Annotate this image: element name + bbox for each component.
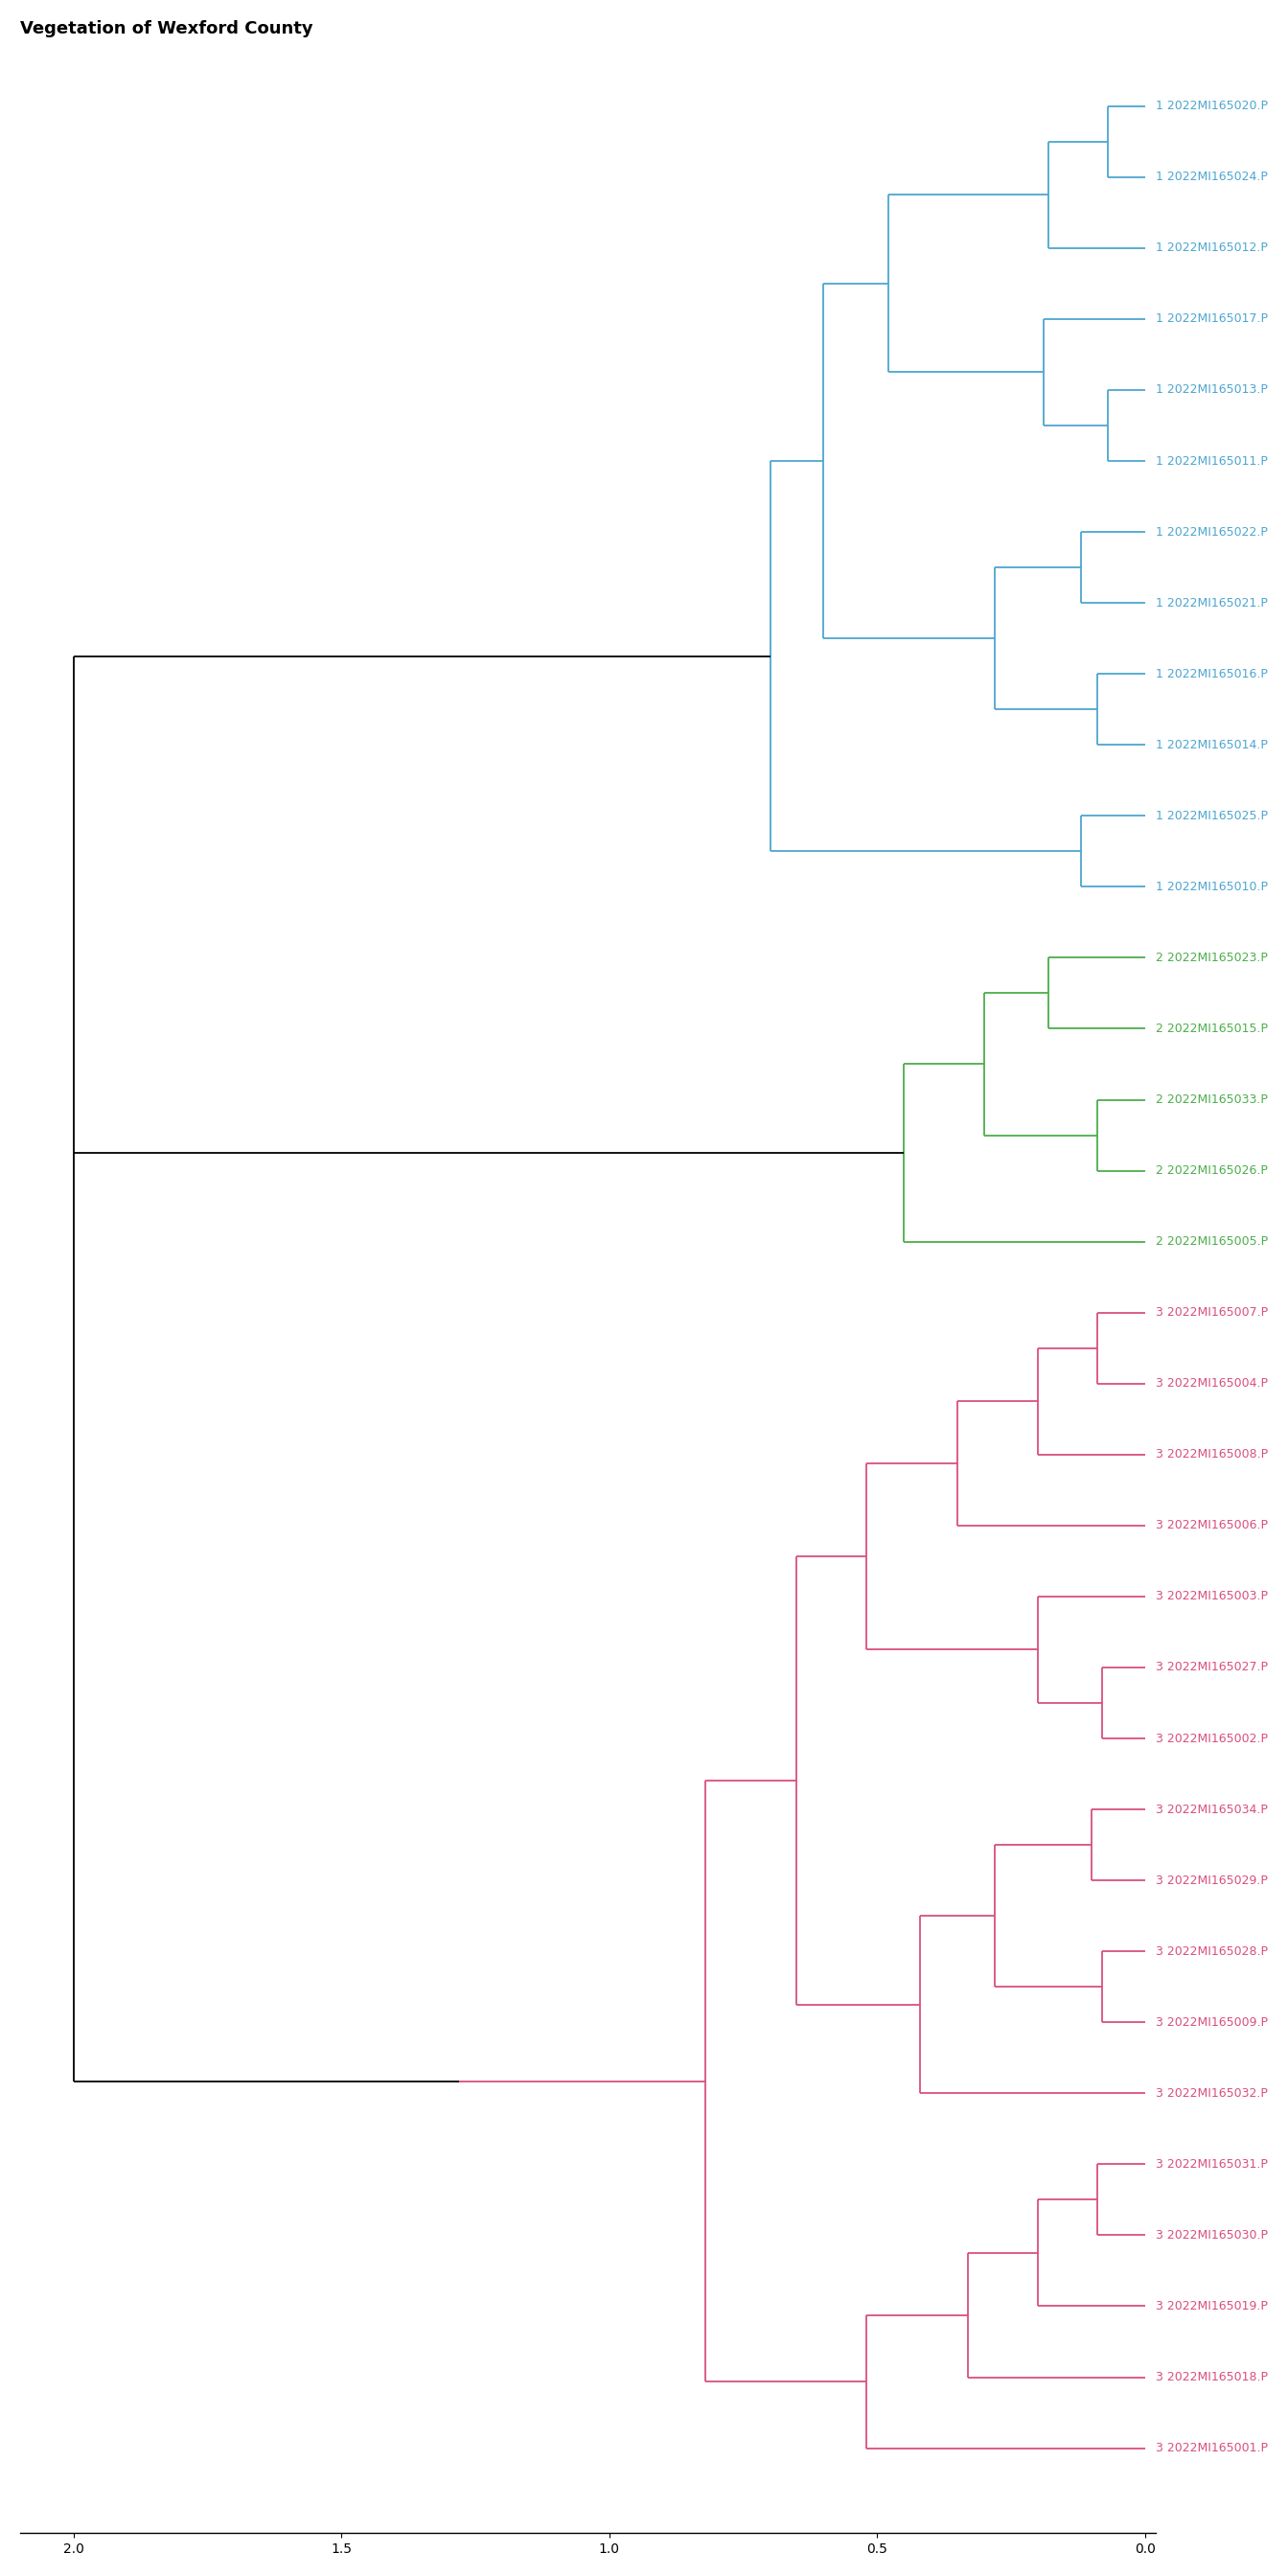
- Text: 3 2022MI165019.P: 3 2022MI165019.P: [1155, 2300, 1267, 2313]
- Text: 1 2022MI165012.P: 1 2022MI165012.P: [1155, 242, 1267, 255]
- Text: 3 2022MI165032.P: 3 2022MI165032.P: [1155, 2087, 1267, 2099]
- Text: 3 2022MI165002.P: 3 2022MI165002.P: [1155, 1731, 1267, 1744]
- Text: 1 2022MI165011.P: 1 2022MI165011.P: [1155, 456, 1267, 466]
- Text: 2 2022MI165005.P: 2 2022MI165005.P: [1155, 1236, 1267, 1247]
- Text: 3 2022MI165009.P: 3 2022MI165009.P: [1155, 2017, 1267, 2027]
- Text: 3 2022MI165018.P: 3 2022MI165018.P: [1155, 2370, 1267, 2383]
- Text: 1 2022MI165020.P: 1 2022MI165020.P: [1155, 100, 1267, 113]
- Text: 3 2022MI165008.P: 3 2022MI165008.P: [1155, 1448, 1267, 1461]
- Text: 3 2022MI165034.P: 3 2022MI165034.P: [1155, 1803, 1267, 1816]
- Text: 3 2022MI165006.P: 3 2022MI165006.P: [1155, 1520, 1267, 1533]
- Text: 1 2022MI165021.P: 1 2022MI165021.P: [1155, 598, 1267, 608]
- Text: 2 2022MI165023.P: 2 2022MI165023.P: [1155, 951, 1267, 963]
- Text: 3 2022MI165031.P: 3 2022MI165031.P: [1155, 2159, 1267, 2172]
- Text: 3 2022MI165003.P: 3 2022MI165003.P: [1155, 1589, 1267, 1602]
- Text: 2 2022MI165015.P: 2 2022MI165015.P: [1155, 1023, 1267, 1036]
- Text: 3 2022MI165027.P: 3 2022MI165027.P: [1155, 1662, 1267, 1674]
- Text: 1 2022MI165010.P: 1 2022MI165010.P: [1155, 881, 1267, 894]
- Text: 2 2022MI165026.P: 2 2022MI165026.P: [1155, 1164, 1267, 1177]
- Text: Vegetation of Wexford County: Vegetation of Wexford County: [21, 21, 313, 36]
- Text: 1 2022MI165024.P: 1 2022MI165024.P: [1155, 170, 1267, 183]
- Text: 3 2022MI165007.P: 3 2022MI165007.P: [1155, 1306, 1267, 1319]
- Text: 1 2022MI165016.P: 1 2022MI165016.P: [1155, 667, 1267, 680]
- Text: 3 2022MI165028.P: 3 2022MI165028.P: [1155, 1945, 1267, 1958]
- Text: 1 2022MI165025.P: 1 2022MI165025.P: [1155, 809, 1267, 822]
- Text: 3 2022MI165030.P: 3 2022MI165030.P: [1155, 2228, 1267, 2241]
- Text: 3 2022MI165029.P: 3 2022MI165029.P: [1155, 1875, 1267, 1886]
- Text: 1 2022MI165017.P: 1 2022MI165017.P: [1155, 312, 1267, 325]
- Text: 2 2022MI165033.P: 2 2022MI165033.P: [1155, 1092, 1267, 1105]
- Text: 3 2022MI165001.P: 3 2022MI165001.P: [1155, 2442, 1267, 2455]
- Text: 3 2022MI165004.P: 3 2022MI165004.P: [1155, 1378, 1267, 1391]
- Text: 1 2022MI165013.P: 1 2022MI165013.P: [1155, 384, 1267, 397]
- Text: 1 2022MI165014.P: 1 2022MI165014.P: [1155, 739, 1267, 752]
- Text: 1 2022MI165022.P: 1 2022MI165022.P: [1155, 526, 1267, 538]
